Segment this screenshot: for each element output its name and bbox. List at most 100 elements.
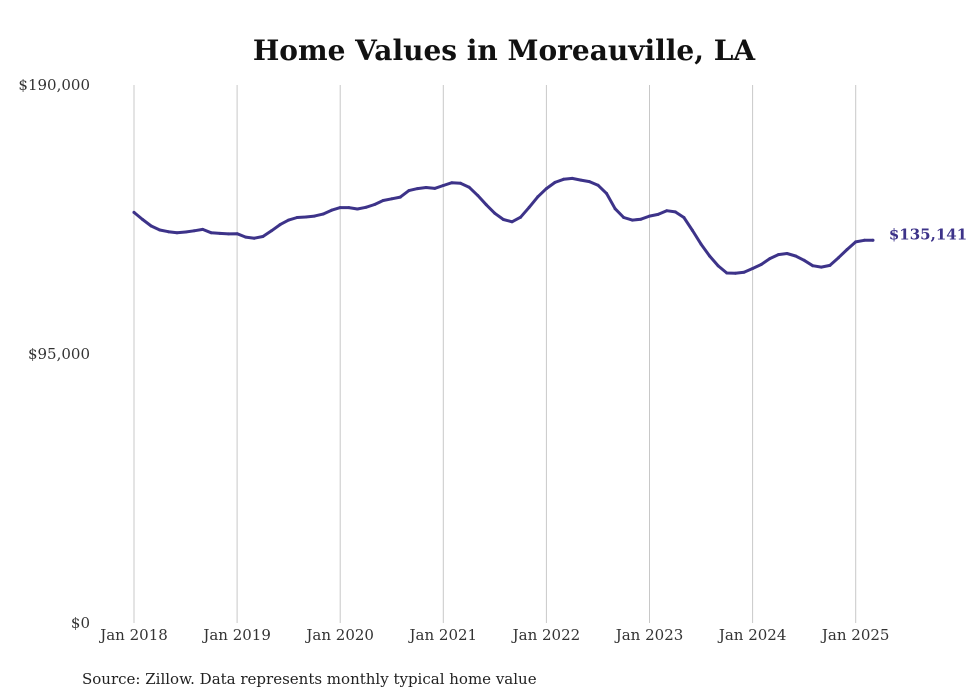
data-point — [699, 242, 703, 246]
data-point — [201, 227, 205, 231]
data-point — [424, 186, 428, 189]
data-point — [192, 229, 196, 233]
data-point — [510, 220, 514, 224]
data-point — [639, 217, 643, 221]
data-point — [648, 214, 651, 218]
data-point — [733, 271, 737, 275]
data-point — [630, 218, 634, 222]
source-note: Source: Zillow. Data represents monthly … — [82, 670, 537, 688]
data-point — [218, 231, 222, 235]
data-point — [819, 265, 823, 269]
data-point — [244, 235, 248, 239]
data-point — [665, 209, 669, 213]
latest-value-label: $135,141 — [889, 225, 967, 243]
data-point — [871, 238, 875, 242]
x-axis-tick-labels: Jan 2018 Jan 2019 Jan 2020 Jan 2021 Jan 2022… — [98, 626, 889, 644]
data-point — [364, 205, 368, 209]
data-point — [501, 218, 505, 221]
data-points — [132, 176, 875, 275]
data-point — [785, 252, 789, 255]
data-point — [235, 232, 239, 236]
data-point — [656, 212, 660, 216]
data-point — [519, 215, 523, 219]
data-point — [149, 224, 153, 228]
data-point — [837, 256, 840, 260]
data-point — [347, 206, 351, 210]
data-point — [381, 199, 385, 202]
data-point — [467, 185, 471, 189]
data-point — [708, 254, 712, 258]
data-point — [862, 238, 866, 242]
x-tick-label: Jan 2025 — [820, 626, 890, 644]
data-point — [441, 184, 445, 187]
data-point — [673, 210, 677, 214]
data-point — [270, 229, 273, 233]
data-point — [416, 187, 419, 191]
data-point — [304, 215, 308, 219]
x-tick-label: Jan 2020 — [304, 626, 374, 644]
data-point — [373, 203, 377, 206]
home-value-line — [132, 176, 875, 275]
data-point — [278, 223, 282, 227]
data-point — [330, 208, 334, 212]
data-point — [587, 180, 591, 184]
data-point — [338, 206, 342, 210]
y-tick-label: $95,000 — [28, 345, 90, 363]
data-point — [209, 231, 213, 235]
data-point — [476, 193, 480, 197]
y-tick-label: $190,000 — [18, 76, 90, 94]
data-point — [553, 180, 557, 184]
data-point — [562, 177, 566, 181]
data-point — [252, 236, 256, 240]
data-point — [605, 191, 608, 195]
data-point — [287, 218, 291, 222]
data-point — [544, 187, 548, 191]
data-point — [622, 216, 626, 219]
data-point — [570, 176, 574, 180]
data-point — [407, 189, 411, 193]
data-point — [321, 212, 325, 216]
vertical-grid-lines — [133, 85, 857, 623]
data-point — [768, 257, 772, 261]
data-point — [716, 264, 720, 268]
data-point — [725, 271, 729, 275]
data-point — [459, 181, 462, 185]
data-point — [691, 229, 694, 232]
data-point — [854, 240, 858, 244]
data-point — [579, 178, 583, 182]
data-point — [227, 232, 230, 236]
data-point — [759, 263, 763, 266]
chart-title: Home Values in Moreauville, LA — [253, 34, 757, 67]
data-point — [751, 267, 755, 270]
data-point — [312, 214, 316, 218]
x-tick-label: Jan 2024 — [717, 626, 787, 644]
data-point — [794, 254, 798, 258]
data-point — [158, 228, 162, 232]
data-point — [261, 235, 265, 238]
data-point — [132, 210, 136, 214]
data-point — [776, 253, 780, 257]
x-tick-label: Jan 2018 — [98, 626, 168, 644]
data-point — [484, 203, 488, 207]
x-tick-label: Jan 2019 — [201, 626, 271, 644]
data-point — [433, 186, 437, 190]
y-axis-tick-labels: $0 $95,000 $190,000 — [18, 76, 90, 632]
data-point — [845, 248, 849, 251]
data-point — [390, 197, 394, 201]
data-point — [295, 216, 299, 219]
data-point — [527, 205, 531, 209]
x-tick-label: Jan 2023 — [614, 626, 684, 644]
data-point — [493, 211, 497, 215]
data-point — [141, 218, 145, 221]
data-point — [175, 231, 179, 235]
x-tick-label: Jan 2022 — [511, 626, 581, 644]
data-point — [802, 258, 806, 262]
data-point — [596, 183, 600, 187]
data-point — [742, 270, 746, 274]
data-point — [450, 181, 454, 185]
data-point — [613, 207, 617, 211]
data-point — [811, 264, 815, 268]
data-point — [398, 195, 402, 199]
data-point — [682, 216, 686, 219]
